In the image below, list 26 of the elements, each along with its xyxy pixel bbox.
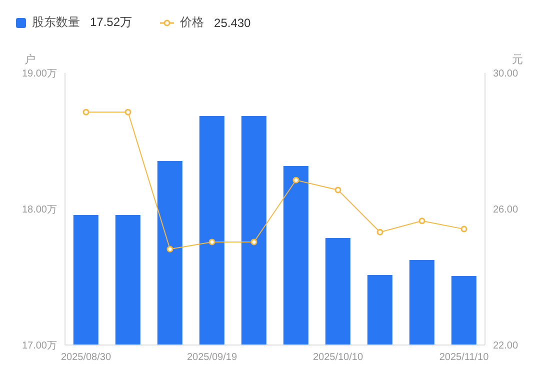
y2-tick-label: 30.00 xyxy=(493,68,518,80)
text: 17.52万 xyxy=(90,14,132,31)
point xyxy=(82,108,90,116)
point xyxy=(376,228,384,236)
text: 25.430 xyxy=(214,16,251,30)
point xyxy=(292,176,300,184)
x-tick-label: 2025/11/10 xyxy=(439,352,490,364)
y2-tick-label: 22.00 xyxy=(493,340,518,352)
point xyxy=(208,238,216,246)
point xyxy=(166,246,174,252)
x-tick-label: 2025/09/19 xyxy=(186,352,238,364)
legend-label: 价格 xyxy=(180,14,204,31)
legend-label: 股东数量 xyxy=(32,14,80,31)
y-tick-label: 18.00万 xyxy=(22,204,57,216)
y2-tick-label: 26.00 xyxy=(493,204,518,216)
point xyxy=(418,218,426,224)
point xyxy=(250,238,258,246)
y-tick-label: 17.00万 xyxy=(22,340,57,352)
y-tick-label: 19.00万 xyxy=(22,68,57,80)
point xyxy=(460,226,468,232)
x-tick-label: 2025/10/10 xyxy=(312,352,364,364)
x-tick-label: 2025/08/30 xyxy=(60,352,112,364)
point xyxy=(334,186,342,194)
y-axis-title: 户 xyxy=(24,53,36,66)
y2-axis-title: 元 xyxy=(512,54,523,66)
point xyxy=(124,108,132,116)
